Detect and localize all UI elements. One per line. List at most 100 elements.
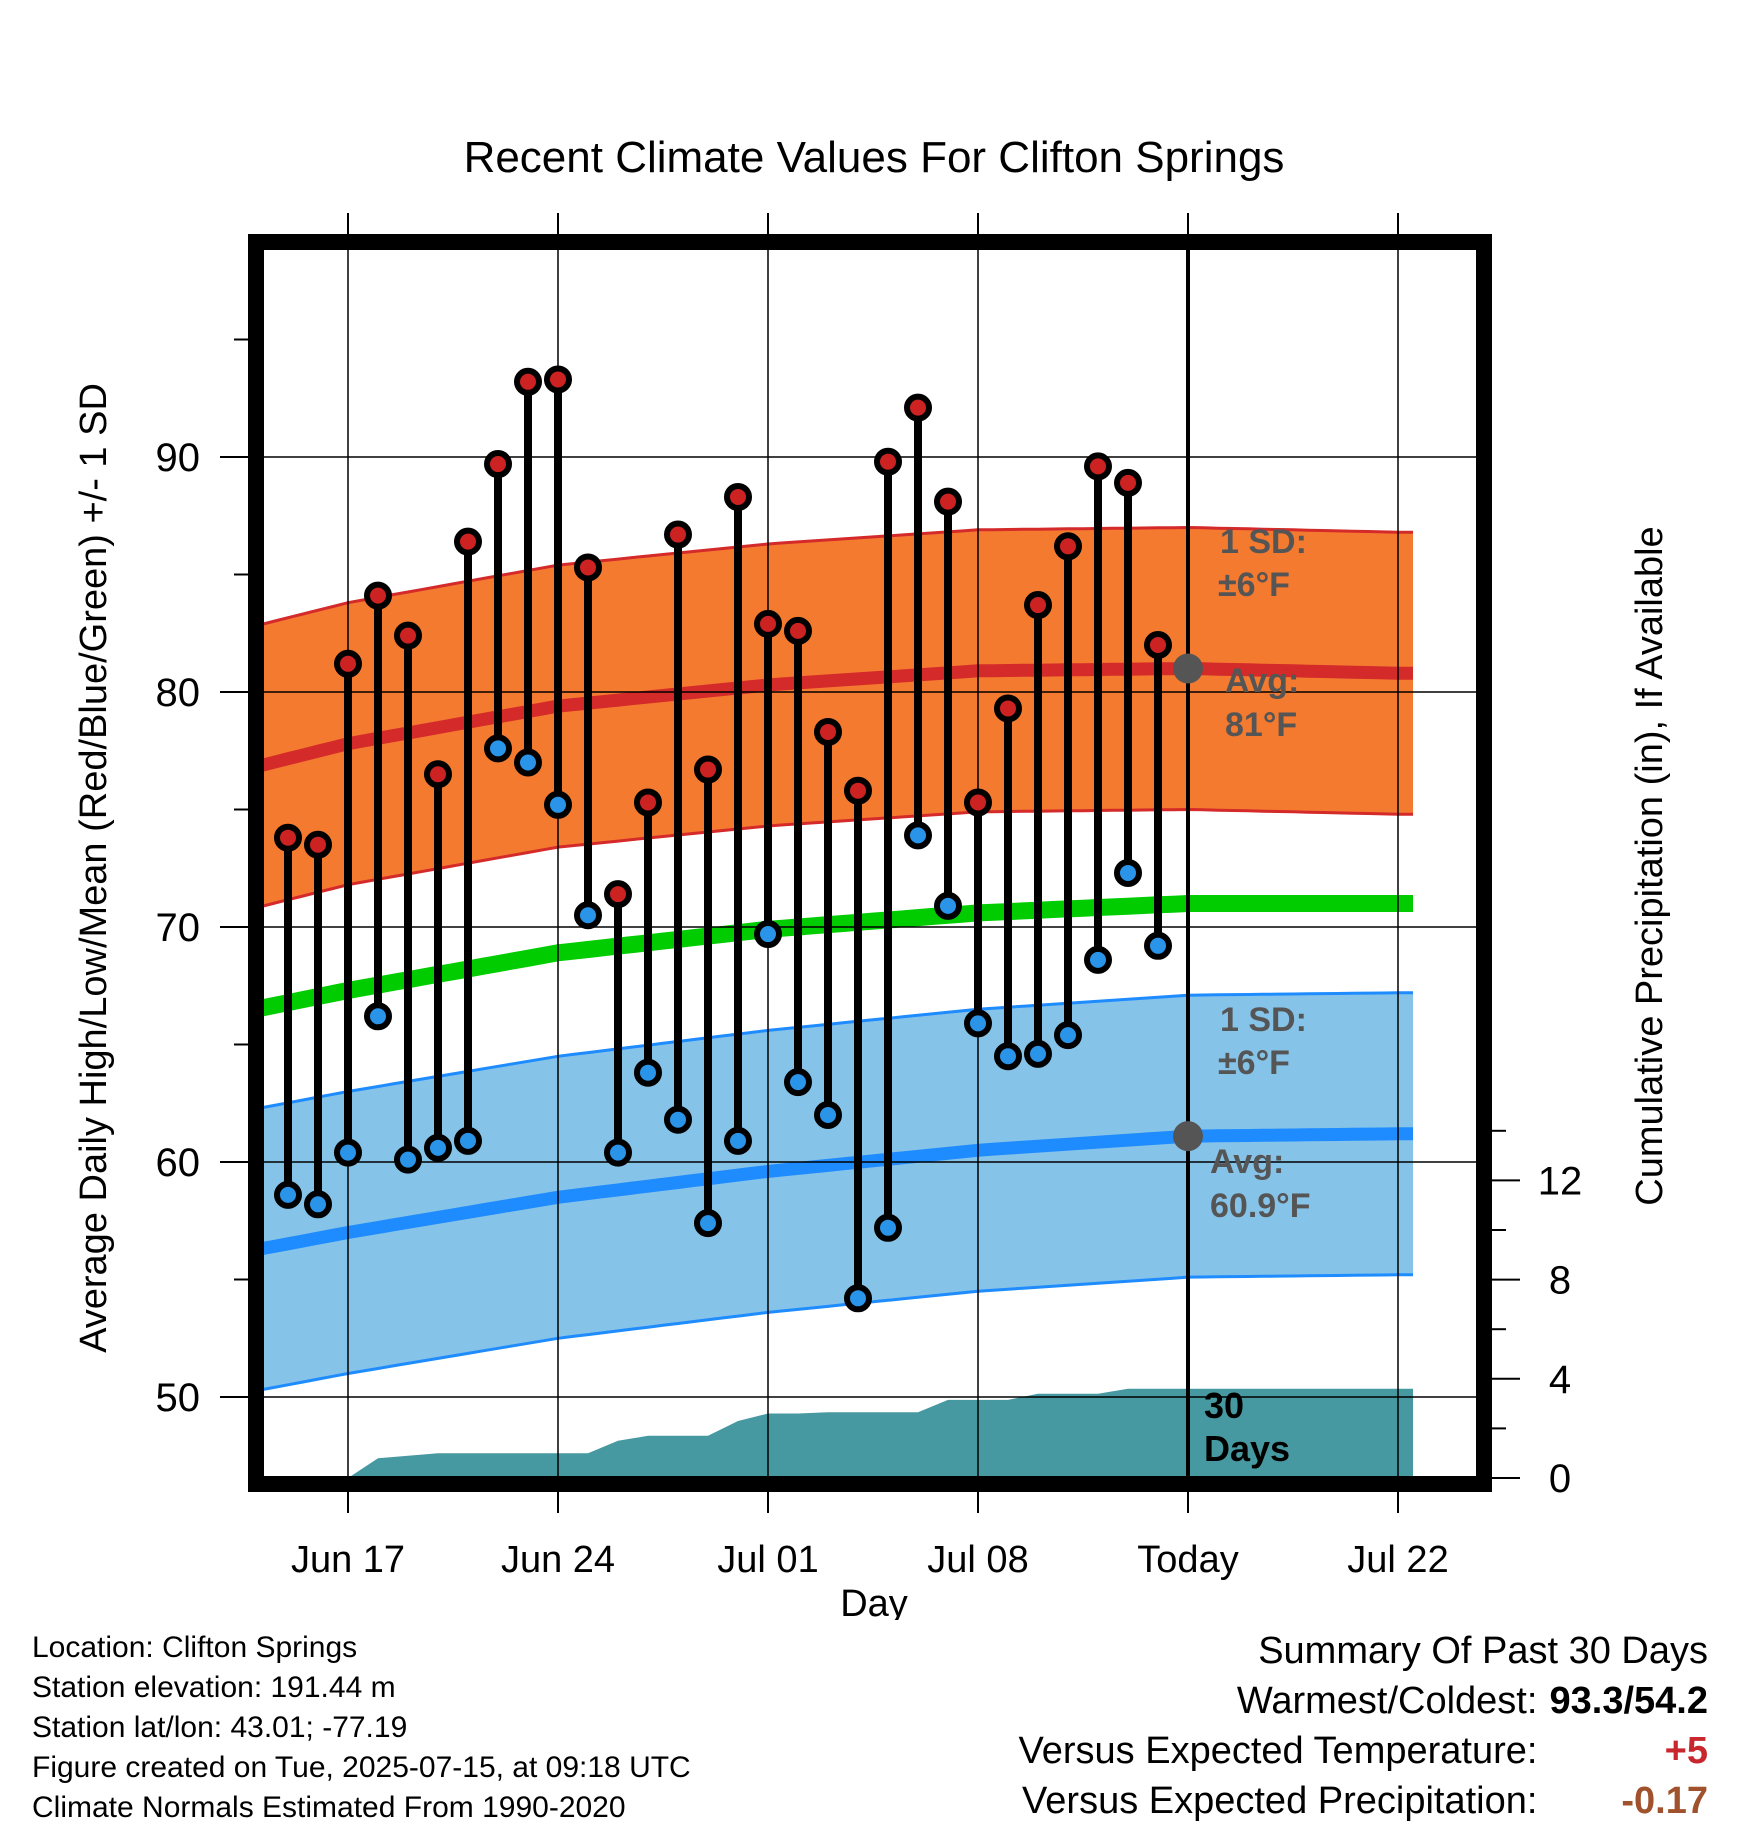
daily-low-point <box>484 734 512 763</box>
daily-high-point <box>994 694 1022 723</box>
daily-low-point <box>1084 945 1112 974</box>
x-tick-label: Today <box>1137 1539 1238 1581</box>
x-tick-label: Jun 24 <box>501 1539 615 1581</box>
low-avg-label: Avg: <box>1210 1143 1284 1181</box>
chart-title: Recent Climate Values For Clifton Spring… <box>464 133 1285 182</box>
daily-high-point <box>334 649 362 678</box>
daily-low-point <box>394 1145 422 1174</box>
daily-high-point <box>814 717 842 746</box>
daily-high-point <box>904 393 932 422</box>
summary-precip: Versus Expected Precipitation: -0.17 <box>1019 1776 1708 1826</box>
daily-high-point <box>1144 631 1172 659</box>
daily-low-point <box>544 790 572 819</box>
daily-low-point <box>274 1180 302 1209</box>
daily-low-point <box>424 1133 452 1162</box>
daily-low-point <box>784 1068 812 1097</box>
daily-high-point <box>724 482 752 511</box>
daily-high-point <box>1084 452 1112 481</box>
y-tick-label: 80 <box>156 671 201 715</box>
station-elevation: Station elevation: 191.44 m <box>32 1671 396 1704</box>
low-sd-label: 1 SD: <box>1220 1001 1307 1039</box>
daily-low-point <box>694 1209 722 1238</box>
station-info: Location: Clifton Springs Station elevat… <box>32 1628 691 1828</box>
high-sd-label: 1 SD: <box>1220 523 1307 561</box>
daily-low-point <box>1144 931 1172 960</box>
daily-low-point <box>874 1213 902 1242</box>
days-label-number: 30 <box>1204 1385 1244 1426</box>
daily-high-point <box>574 553 602 582</box>
daily-high-point <box>1114 468 1142 497</box>
daily-high-point <box>1054 532 1082 561</box>
daily-low-point <box>754 920 782 949</box>
daily-low-point <box>304 1190 332 1219</box>
daily-high-point <box>394 621 422 650</box>
high-sd-value: ±6°F <box>1218 566 1290 604</box>
temp-value: +5 <box>1664 1730 1708 1772</box>
daily-high-point <box>634 788 662 817</box>
x-tick-label: Jul 08 <box>927 1539 1028 1581</box>
daily-low-point <box>844 1284 872 1313</box>
temp-label: Versus Expected Temperature: <box>1018 1730 1538 1772</box>
x-tick-label: Jul 01 <box>717 1539 818 1581</box>
today-normal-low-marker <box>1173 1121 1203 1152</box>
warm-cold-value: 93.3/54.2 <box>1549 1680 1708 1722</box>
daily-low-point <box>574 901 602 930</box>
daily-high-point <box>604 880 632 909</box>
x-tick-label: Jul 22 <box>1347 1539 1448 1581</box>
daily-low-point <box>1114 858 1142 887</box>
daily-low-point <box>454 1126 482 1155</box>
daily-high-point <box>784 616 812 645</box>
high-avg-value: 81°F <box>1225 706 1297 744</box>
y-tick-label: 60 <box>156 1141 201 1185</box>
precipitation-area <box>348 1388 1413 1478</box>
y-tick-label: 50 <box>156 1376 201 1420</box>
y2-tick-label: 0 <box>1549 1457 1571 1501</box>
plot-frame <box>248 234 1492 1492</box>
summary-title: Summary Of Past 30 Days <box>1258 1630 1708 1672</box>
daily-low-point <box>724 1126 752 1155</box>
daily-high-point <box>274 823 302 852</box>
daily-high-point <box>1024 591 1052 620</box>
high-avg-label: Avg: <box>1225 662 1299 700</box>
summary-warm-cold: Warmest/Coldest: 93.3/54.2 <box>1019 1676 1708 1726</box>
days-label-text: Days <box>1204 1428 1290 1469</box>
daily-high-point <box>424 760 452 789</box>
low-band-lower-edge <box>262 1273 1413 1392</box>
x-axis-label: Day <box>840 1583 908 1620</box>
precip-label: Versus Expected Precipitation: <box>1022 1780 1538 1822</box>
daily-low-point <box>604 1138 632 1167</box>
summary-panel: Summary Of Past 30 Days Warmest/Coldest:… <box>1019 1626 1708 1826</box>
station-latlon: Station lat/lon: 43.01; -77.19 <box>32 1711 408 1744</box>
daily-high-point <box>304 830 332 859</box>
y2-tick-label: 12 <box>1538 1159 1583 1203</box>
daily-high-point <box>694 755 722 784</box>
normal-low-line <box>262 1127 1413 1256</box>
x-tick-label: Jun 17 <box>291 1539 405 1581</box>
daily-low-point <box>364 1002 392 1031</box>
daily-low-point <box>904 821 932 850</box>
daily-low-point <box>634 1058 662 1087</box>
low-sd-value: ±6°F <box>1218 1044 1290 1082</box>
station-location: Location: Clifton Springs <box>32 1631 358 1664</box>
daily-low-point <box>514 748 542 777</box>
daily-low-point <box>814 1101 842 1129</box>
warm-cold-label: Warmest/Coldest: <box>1236 1680 1538 1722</box>
y-axis-label: Average Daily High/Low/Mean (Red/Blue/Gr… <box>73 383 115 1353</box>
low-avg-value: 60.9°F <box>1210 1187 1311 1225</box>
daily-high-point <box>454 527 482 556</box>
daily-low-point <box>994 1042 1022 1071</box>
daily-low-point <box>664 1105 692 1134</box>
daily-high-point <box>364 581 392 610</box>
climate-chart: Recent Climate Values For Clifton Spring… <box>73 133 1671 1620</box>
daily-high-point <box>874 447 902 476</box>
daily-low-point <box>1024 1039 1052 1068</box>
daily-high-point <box>544 365 572 394</box>
y2-tick-label: 8 <box>1549 1259 1571 1303</box>
low-sd-band <box>262 992 1413 1390</box>
daily-high-point <box>664 520 692 549</box>
daily-high-point <box>754 609 782 638</box>
daily-high-point <box>484 450 512 479</box>
y2-axis-label: Cumulative Precipitation (in), If Availa… <box>1629 526 1671 1205</box>
y-tick-label: 70 <box>156 906 201 950</box>
plot-area: 1 SD: ±6°F Avg: 81°F 1 SD: ±6°F Avg: 60.9°F 30Da… <box>262 248 1478 1478</box>
